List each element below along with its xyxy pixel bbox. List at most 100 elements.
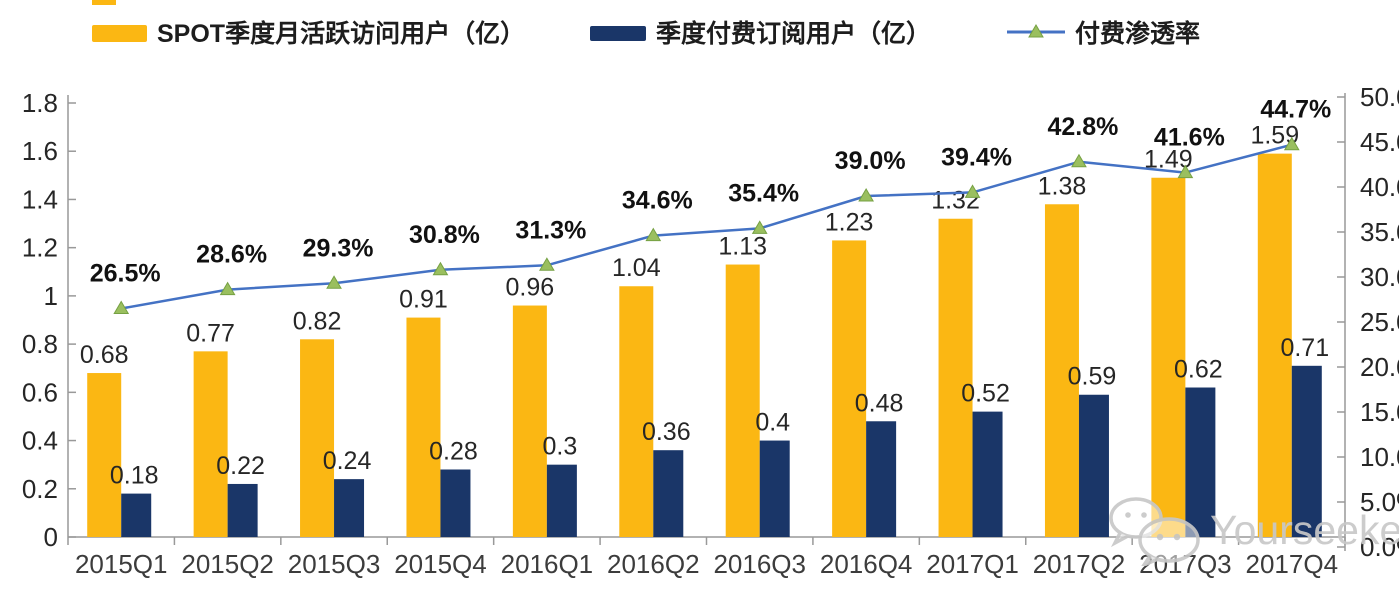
penetration-marker-2015Q3	[326, 275, 342, 289]
y-left-tick-label: 1	[44, 281, 58, 311]
bar-subs-2016Q3	[759, 440, 790, 537]
bar-subs-2017Q2	[1078, 394, 1109, 537]
y-left-tick-label: 0.4	[22, 426, 58, 456]
penetration-marker-2017Q4	[1283, 136, 1300, 151]
y-right-tick-label: 10.0%	[1360, 442, 1399, 472]
penetration-marker-2017Q3	[1177, 164, 1194, 179]
y-left-tick-label: 0	[44, 522, 58, 552]
bar-label-mau-2016Q3: 1.13	[718, 233, 767, 261]
bar-subs-2017Q3	[1185, 387, 1216, 537]
y-left-tick-label: 1.6	[22, 136, 58, 166]
bar-label-subs-2016Q2: 0.36	[642, 418, 691, 446]
penetration-label-2015Q4: 30.8%	[409, 221, 480, 249]
bar-mau-2016Q1	[512, 305, 547, 537]
legend-label-penetration: 付费渗透率	[1075, 20, 1201, 48]
penetration-marker-2015Q1	[113, 300, 130, 314]
y-left-tick-label: 0.2	[22, 474, 58, 504]
bar-label-subs-2016Q3: 0.4	[755, 409, 790, 437]
x-label-2017Q3: 2017Q3	[1139, 549, 1232, 579]
bar-label-mau-2016Q4: 1.23	[825, 208, 874, 236]
penetration-marker-2017Q2	[1071, 153, 1087, 168]
legend-label-subs: 季度付费订阅用户（亿）	[656, 20, 932, 48]
legend: SPOT季度月活跃访问用户（亿） 季度付费订阅用户（亿） 付费渗透率	[0, 0, 1399, 60]
x-label-2017Q4: 2017Q4	[1246, 549, 1339, 579]
legend-item-subs: 季度付费订阅用户（亿）	[590, 14, 931, 50]
legend-swatch-mau-bar	[92, 24, 147, 42]
legend-swatch-line-marker	[1007, 24, 1065, 38]
x-label-2016Q1: 2016Q1	[501, 549, 594, 579]
bar-label-mau-2016Q2: 1.04	[612, 254, 661, 282]
x-label-2016Q4: 2016Q4	[820, 549, 913, 579]
bar-subs-2015Q1	[121, 493, 152, 537]
y-right-tick-label: 15.0%	[1360, 397, 1399, 427]
penetration-line	[120, 143, 1293, 310]
bar-subs-2015Q4	[440, 469, 471, 537]
bar-label-subs-2017Q4: 0.71	[1280, 334, 1329, 362]
penetration-label-2016Q2: 34.6%	[622, 187, 693, 215]
bar-label-mau-2016Q1: 0.96	[506, 274, 555, 302]
y-left-tick-label: 1.4	[22, 184, 58, 214]
bar-label-mau-2017Q2: 1.38	[1038, 172, 1087, 200]
bar-label-subs-2017Q2: 0.59	[1068, 363, 1117, 391]
legend-item-mau: SPOT季度月活跃访问用户（亿）	[92, 14, 525, 50]
bar-label-subs-2016Q4: 0.48	[855, 389, 904, 417]
bar-subs-2017Q1	[972, 411, 1003, 537]
bar-label-subs-2017Q1: 0.52	[961, 380, 1010, 408]
penetration-label-2015Q1: 26.5%	[90, 260, 161, 288]
penetration-marker-2016Q1	[539, 257, 555, 271]
y-right-tick-label: 50.0%	[1360, 82, 1399, 112]
x-label-2016Q2: 2016Q2	[607, 549, 700, 579]
bar-mau-2017Q4	[1257, 153, 1292, 537]
y-left-tick-label: 1.2	[22, 233, 58, 263]
y-left-tick-label: 1.8	[22, 88, 58, 118]
legend-item-penetration: 付费渗透率	[1007, 14, 1200, 50]
bar-mau-2017Q3	[1151, 177, 1186, 537]
penetration-marker-2015Q2	[219, 281, 236, 296]
y-right-tick-label: 40.0%	[1360, 172, 1399, 202]
bar-mau-2017Q1	[938, 218, 973, 537]
bar-subs-2015Q3	[334, 479, 365, 537]
x-label-2015Q2: 2015Q2	[181, 549, 274, 579]
bar-subs-2016Q1	[546, 464, 577, 537]
bar-label-mau-2015Q3: 0.82	[293, 307, 342, 335]
y-right-tick-label: 5.0%	[1360, 487, 1399, 517]
penetration-label-2017Q4: 44.7%	[1260, 96, 1331, 124]
bar-label-mau-2015Q2: 0.77	[186, 319, 235, 347]
bar-subs-2016Q2	[653, 450, 684, 537]
bar-mau-2015Q3	[300, 339, 335, 537]
penetration-marker-2016Q3	[751, 220, 768, 234]
x-label-2017Q1: 2017Q1	[926, 549, 1019, 579]
bar-mau-2016Q4	[832, 240, 867, 537]
penetration-marker-2015Q4	[432, 261, 449, 276]
legend-label-mau: SPOT季度月活跃访问用户（亿）	[157, 20, 526, 48]
legend-swatch-subs-bar	[590, 25, 646, 41]
y-right-tick-label: 30.0%	[1360, 262, 1399, 292]
penetration-label-2016Q3: 35.4%	[728, 179, 799, 207]
penetration-label-2017Q3: 41.6%	[1154, 124, 1225, 152]
y-left-tick-label: 0.8	[22, 329, 58, 359]
bar-label-subs-2015Q1: 0.18	[110, 462, 159, 490]
penetration-label-2015Q2: 28.6%	[196, 241, 267, 269]
bar-label-subs-2015Q2: 0.22	[216, 452, 265, 480]
bar-mau-2016Q2	[619, 286, 654, 537]
cropped-element-fragment	[92, 0, 116, 5]
bar-subs-2016Q4	[866, 421, 897, 537]
x-label-2015Q3: 2015Q3	[288, 549, 381, 579]
penetration-label-2015Q3: 29.3%	[303, 234, 374, 262]
bar-subs-2017Q4	[1291, 365, 1322, 537]
penetration-marker-2016Q2	[645, 227, 662, 242]
x-label-2017Q2: 2017Q2	[1033, 549, 1126, 579]
bar-label-mau-2015Q4: 0.91	[399, 286, 448, 314]
penetration-label-2017Q2: 42.8%	[1048, 113, 1119, 141]
penetration-label-2017Q1: 39.4%	[941, 143, 1012, 171]
bar-mau-2015Q1	[87, 373, 122, 537]
penetration-marker-2017Q1	[964, 184, 981, 198]
bar-label-mau-2015Q1: 0.68	[80, 341, 129, 369]
y-right-tick-label: 0.0%	[1360, 532, 1399, 562]
bar-mau-2016Q3	[725, 264, 760, 537]
bar-label-subs-2017Q3: 0.62	[1174, 356, 1223, 384]
penetration-label-2016Q4: 39.0%	[835, 147, 906, 175]
bar-mau-2015Q4	[406, 317, 441, 537]
